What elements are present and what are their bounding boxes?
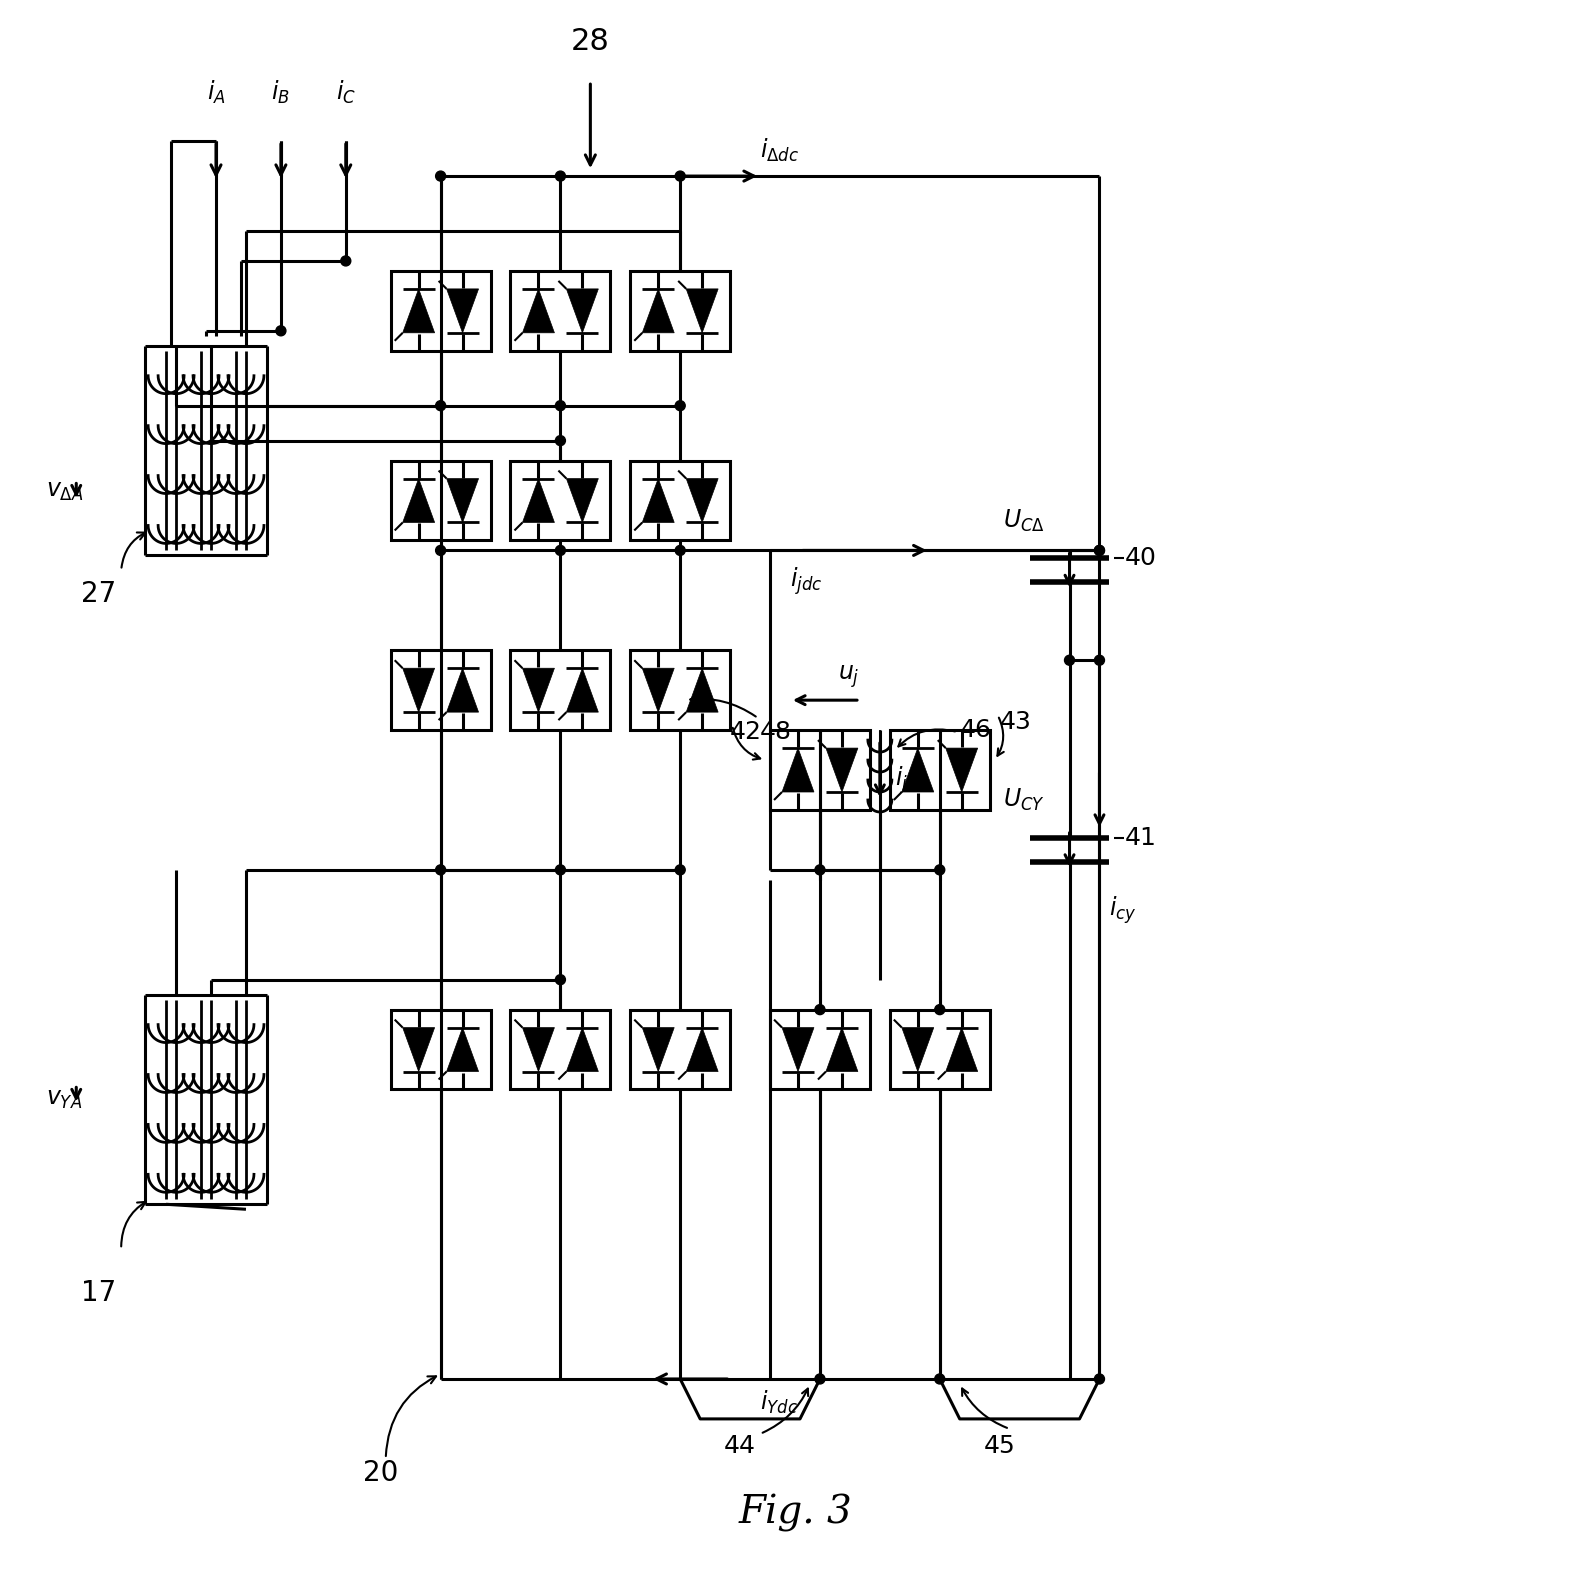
Circle shape bbox=[275, 326, 286, 335]
Circle shape bbox=[1064, 656, 1074, 665]
Polygon shape bbox=[643, 1027, 675, 1072]
Text: $v_{\Delta A}$: $v_{\Delta A}$ bbox=[46, 478, 84, 502]
Polygon shape bbox=[826, 1027, 858, 1072]
Polygon shape bbox=[447, 289, 479, 333]
Circle shape bbox=[675, 172, 686, 181]
Polygon shape bbox=[522, 669, 554, 711]
Text: $i_{cy}$: $i_{cy}$ bbox=[1109, 894, 1138, 926]
Polygon shape bbox=[783, 748, 815, 792]
Polygon shape bbox=[403, 669, 434, 711]
Polygon shape bbox=[522, 1027, 554, 1072]
Polygon shape bbox=[566, 669, 598, 711]
Circle shape bbox=[815, 1005, 826, 1015]
Polygon shape bbox=[945, 748, 978, 792]
Text: 46: 46 bbox=[959, 718, 991, 742]
Circle shape bbox=[555, 435, 565, 446]
Polygon shape bbox=[522, 289, 554, 333]
Circle shape bbox=[1095, 545, 1104, 556]
Text: $i_j$: $i_j$ bbox=[894, 764, 908, 796]
Polygon shape bbox=[902, 1027, 934, 1072]
Text: 41: 41 bbox=[1125, 826, 1157, 850]
Circle shape bbox=[675, 865, 686, 875]
Text: 42: 42 bbox=[730, 719, 762, 745]
Circle shape bbox=[340, 256, 350, 265]
Polygon shape bbox=[686, 1027, 718, 1072]
Text: $i_C$: $i_C$ bbox=[336, 79, 356, 106]
Text: 45: 45 bbox=[983, 1434, 1015, 1458]
Text: 20: 20 bbox=[363, 1459, 398, 1486]
Polygon shape bbox=[783, 1027, 815, 1072]
Text: 44: 44 bbox=[724, 1434, 756, 1458]
Polygon shape bbox=[686, 478, 718, 522]
Circle shape bbox=[815, 865, 826, 875]
Text: $u_j$: $u_j$ bbox=[838, 664, 859, 691]
Polygon shape bbox=[643, 289, 675, 333]
Circle shape bbox=[555, 400, 565, 411]
Polygon shape bbox=[447, 478, 479, 522]
Circle shape bbox=[675, 400, 686, 411]
Circle shape bbox=[936, 1005, 945, 1015]
Text: $i_A$: $i_A$ bbox=[207, 79, 226, 106]
Circle shape bbox=[436, 865, 445, 875]
Circle shape bbox=[936, 865, 945, 875]
Circle shape bbox=[555, 545, 565, 556]
Polygon shape bbox=[686, 289, 718, 333]
Circle shape bbox=[936, 1374, 945, 1385]
Polygon shape bbox=[566, 289, 598, 333]
Text: 28: 28 bbox=[571, 27, 609, 56]
Text: Fig. 3: Fig. 3 bbox=[738, 1494, 851, 1532]
Circle shape bbox=[555, 172, 565, 181]
Text: 40: 40 bbox=[1125, 546, 1157, 570]
Polygon shape bbox=[643, 478, 675, 522]
Polygon shape bbox=[566, 1027, 598, 1072]
Text: $i_{Ydc}$: $i_{Ydc}$ bbox=[760, 1390, 799, 1416]
Circle shape bbox=[436, 400, 445, 411]
Circle shape bbox=[1095, 545, 1104, 556]
Circle shape bbox=[555, 975, 565, 985]
Polygon shape bbox=[403, 289, 434, 333]
Text: $U_{C\Delta}$: $U_{C\Delta}$ bbox=[1002, 508, 1045, 534]
Text: $v_{YA}$: $v_{YA}$ bbox=[46, 1088, 83, 1112]
Text: $i_{jdc}$: $i_{jdc}$ bbox=[791, 565, 823, 597]
Polygon shape bbox=[643, 669, 675, 711]
Polygon shape bbox=[447, 1027, 479, 1072]
Text: 17: 17 bbox=[81, 1280, 116, 1307]
Text: $U_{CY}$: $U_{CY}$ bbox=[1002, 788, 1045, 813]
Circle shape bbox=[436, 172, 445, 181]
Polygon shape bbox=[403, 1027, 434, 1072]
Text: $i_{\Delta dc}$: $i_{\Delta dc}$ bbox=[760, 137, 799, 164]
Text: 27: 27 bbox=[81, 580, 116, 608]
Circle shape bbox=[436, 545, 445, 556]
Text: 43: 43 bbox=[999, 710, 1031, 734]
Circle shape bbox=[675, 545, 686, 556]
Polygon shape bbox=[826, 748, 858, 792]
Circle shape bbox=[555, 865, 565, 875]
Polygon shape bbox=[686, 669, 718, 711]
Circle shape bbox=[1095, 1374, 1104, 1385]
Polygon shape bbox=[566, 478, 598, 522]
Polygon shape bbox=[522, 478, 554, 522]
Text: 48: 48 bbox=[760, 719, 792, 745]
Polygon shape bbox=[447, 669, 479, 711]
Polygon shape bbox=[945, 1027, 978, 1072]
Polygon shape bbox=[403, 478, 434, 522]
Text: $i_B$: $i_B$ bbox=[272, 79, 290, 106]
Polygon shape bbox=[902, 748, 934, 792]
Circle shape bbox=[1095, 656, 1104, 665]
Circle shape bbox=[815, 1374, 826, 1385]
